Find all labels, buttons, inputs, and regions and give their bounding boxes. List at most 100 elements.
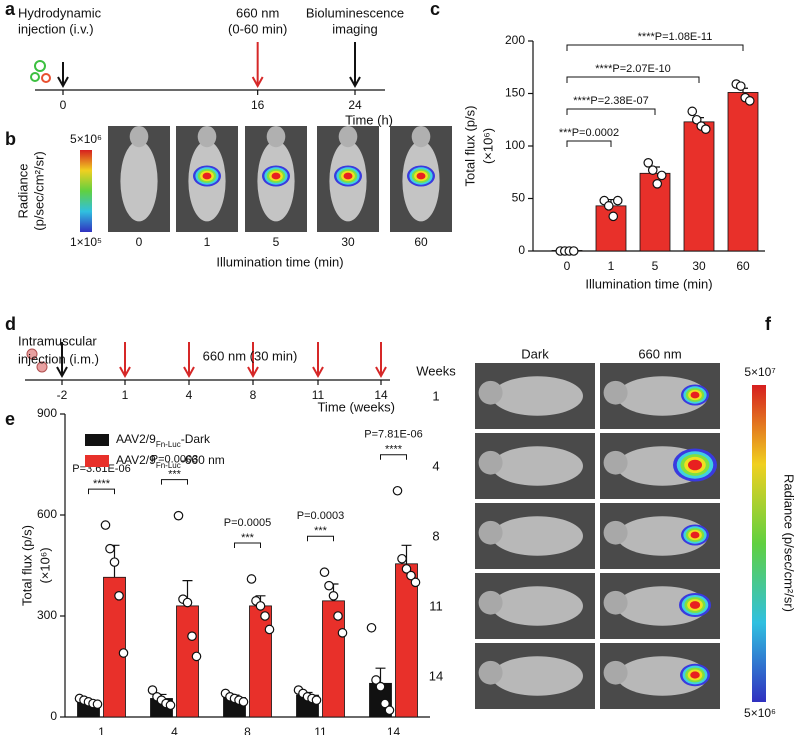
y-tick-label: 50: [512, 191, 526, 205]
event-label: Bioluminescence: [306, 5, 404, 20]
mouse-body: [491, 656, 583, 696]
mouse-body: [491, 586, 583, 626]
caption: 5: [273, 235, 280, 249]
caption: 1: [204, 235, 211, 249]
mouse-head: [129, 126, 149, 148]
significance-stars: ***: [241, 532, 255, 544]
data-point: [191, 651, 202, 662]
virus-icon: [26, 348, 48, 373]
tick-label: 0: [60, 98, 67, 112]
event-arrow-head: [247, 366, 259, 379]
signal: [271, 172, 281, 180]
axis-label: Time (weeks): [317, 399, 395, 414]
y-tick-label: 150: [505, 86, 525, 100]
bracket: [234, 542, 261, 548]
data-point: [643, 158, 654, 168]
caption: 0: [136, 235, 143, 249]
significance-stars: ***: [168, 469, 182, 481]
event-label: 660 nm: [236, 5, 279, 20]
panel-label: e: [5, 409, 15, 429]
mouse-head: [603, 380, 628, 405]
event-label: (0-60 min): [228, 21, 287, 36]
x-tick-label: 11: [314, 725, 327, 735]
axis-label: Time (h): [345, 112, 393, 127]
mouse-head: [411, 126, 431, 148]
colorbar-max: 5×10⁷: [744, 365, 775, 379]
data-point: [691, 114, 702, 125]
legend-part: AAV2/9: [116, 453, 156, 467]
significance-stars: ****: [385, 444, 403, 456]
mouse-head: [338, 126, 358, 148]
mouse-head: [478, 590, 503, 615]
data-point: [406, 570, 416, 581]
legend-swatch: [85, 434, 109, 446]
stars: ****: [638, 31, 656, 43]
data-point: [380, 698, 390, 709]
signal: [690, 391, 700, 399]
mouse-head: [478, 450, 503, 475]
row-label: 14: [429, 668, 443, 683]
data-point: [255, 601, 266, 611]
event-label: Hydrodynamic: [18, 5, 102, 20]
p-value: P=2.38E-07: [590, 95, 648, 107]
data-point: [735, 81, 746, 91]
row-label: 4: [432, 458, 439, 473]
data-point: [337, 628, 348, 638]
legend-sub: Fn-Luc: [156, 461, 181, 470]
event-label: injection (i.m.): [18, 351, 99, 366]
column-header: 660 nm: [638, 346, 681, 361]
significance-stars: ***: [314, 525, 328, 537]
colorbar-title: Radiance: [15, 164, 30, 219]
data-point: [328, 590, 339, 601]
data-point: [260, 611, 270, 621]
event-arrow-head: [251, 76, 264, 89]
mouse-body: [616, 376, 709, 416]
y-axis-label: (×10⁶): [37, 547, 52, 583]
panel-label: f: [765, 314, 772, 334]
x-tick-label: 4: [171, 725, 178, 735]
event-label: 660 nm (30 min): [203, 348, 298, 363]
stars: ****: [595, 63, 613, 75]
mouse-head: [603, 520, 628, 545]
data-point: [182, 597, 193, 608]
data-point: [246, 574, 257, 584]
x-tick-label: 5: [652, 259, 659, 273]
significance-stars: ****: [93, 478, 111, 490]
bracket: [380, 454, 407, 460]
data-point: [397, 553, 407, 564]
data-point: [324, 580, 334, 591]
data-point: [568, 246, 579, 256]
event-label: injection (i.v.): [18, 21, 94, 36]
bracket: [307, 535, 334, 542]
x-axis-label: Illumination time (min): [585, 276, 712, 291]
bracket: [161, 479, 188, 485]
mouse-head: [478, 380, 503, 405]
data-point: [700, 124, 711, 134]
bar: [176, 605, 199, 718]
mouse-head: [603, 660, 628, 685]
mouse-body: [120, 140, 158, 222]
error-bar: [401, 544, 412, 564]
mouse-head: [603, 450, 628, 475]
data-point: [147, 685, 158, 695]
x-tick-label: 30: [692, 259, 706, 273]
x-tick-label: 60: [736, 259, 750, 273]
data-point: [603, 201, 614, 211]
data-point: [687, 106, 698, 117]
panel-label: c: [430, 0, 440, 19]
legend-swatch: [85, 455, 109, 467]
p-value: P=1.08E-11: [655, 31, 713, 43]
event-label: Intramuscular: [18, 333, 97, 348]
event-arrow-head: [119, 366, 131, 379]
tick-label: 1: [122, 388, 129, 402]
data-point: [333, 611, 343, 621]
signal: [689, 601, 701, 609]
data-point: [118, 648, 129, 658]
data-point: [652, 179, 663, 189]
data-point: [375, 681, 386, 692]
colorbar-min: 1×10⁵: [70, 235, 102, 249]
data-point: [744, 96, 755, 106]
p-value: P=2.07E-10: [612, 63, 670, 75]
data-point: [401, 564, 412, 574]
legend-part: -660 nm: [181, 453, 225, 467]
